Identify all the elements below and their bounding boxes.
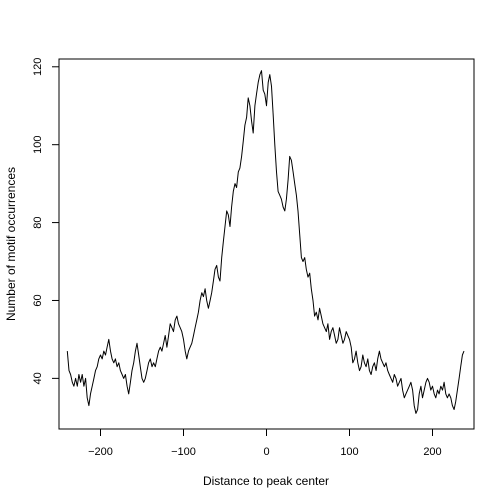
x-axis: −200 −100 0 100 200	[88, 429, 442, 458]
y-tick-label: 80	[32, 216, 44, 228]
y-tick-label: 40	[32, 372, 44, 384]
x-tick-label: −200	[88, 446, 113, 458]
y-tick-label: 100	[32, 136, 44, 154]
x-tick-label: 0	[263, 446, 269, 458]
x-tick-label: −100	[171, 446, 196, 458]
y-tick-label: 120	[32, 58, 44, 76]
y-axis: 40 60 80 100 120	[32, 58, 59, 384]
x-axis-title: Distance to peak center	[203, 474, 329, 488]
y-axis-title: Number of motif occurrences	[4, 167, 18, 321]
y-tick-label: 60	[32, 294, 44, 306]
x-tick-label: 100	[340, 446, 358, 458]
series-line	[66, 70, 465, 414]
x-tick-label: 200	[423, 446, 441, 458]
